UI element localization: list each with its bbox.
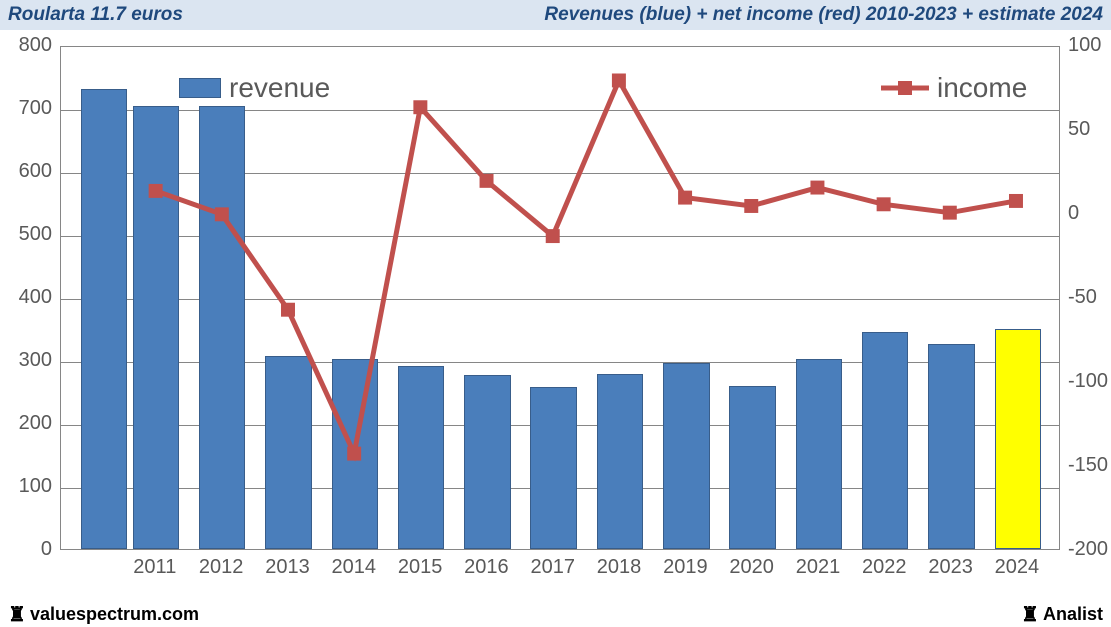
chart-header: Roularta 11.7 euros Revenues (blue) + ne… — [0, 0, 1111, 30]
income-line — [61, 47, 1059, 549]
footer-left: ♜ valuespectrum.com — [8, 604, 199, 625]
legend-income-swatch — [881, 79, 929, 97]
x-tick-label: 2023 — [928, 556, 973, 579]
y-right-tick-label: 50 — [1068, 118, 1090, 141]
legend-income-label: income — [937, 72, 1027, 104]
y-left-tick-label: 400 — [0, 286, 52, 309]
rook-icon: ♜ — [8, 605, 26, 625]
y-left-tick-label: 200 — [0, 412, 52, 435]
legend-revenue-swatch — [179, 78, 221, 98]
x-tick-label: 2024 — [995, 556, 1040, 579]
x-tick-label: 2013 — [265, 556, 310, 579]
legend-revenue: revenue — [179, 72, 330, 104]
footer-right: ♜ Analist — [1021, 604, 1103, 625]
rook-icon: ♜ — [1021, 605, 1039, 625]
x-tick-label: 2021 — [796, 556, 841, 579]
x-tick-label: 2019 — [663, 556, 708, 579]
y-left-tick-label: 800 — [0, 34, 52, 57]
y-right-tick-label: 100 — [1068, 34, 1101, 57]
y-left-tick-label: 700 — [0, 97, 52, 120]
x-tick-label: 2011 — [133, 556, 176, 579]
legend-income: income — [881, 72, 1027, 104]
y-left-tick-label: 600 — [0, 160, 52, 183]
chart-area: revenueincome 0100200300400500600700800-… — [0, 30, 1111, 604]
y-left-tick-label: 500 — [0, 223, 52, 246]
y-right-tick-label: -100 — [1068, 370, 1108, 393]
y-left-tick-label: 100 — [0, 475, 52, 498]
x-tick-label: 2014 — [332, 556, 377, 579]
y-right-tick-label: -50 — [1068, 286, 1097, 309]
x-tick-label: 2015 — [398, 556, 443, 579]
footer-right-text: Analist — [1043, 604, 1103, 625]
x-tick-label: 2012 — [199, 556, 244, 579]
plot-region: revenue income — [60, 46, 1060, 550]
footer-left-text: valuespectrum.com — [30, 604, 199, 625]
legend-revenue-label: revenue — [229, 72, 330, 104]
header-left: Roularta 11.7 euros — [8, 4, 183, 26]
chart-footer: ♜ valuespectrum.com ♜ Analist — [0, 602, 1111, 627]
y-left-tick-label: 0 — [0, 538, 52, 561]
x-tick-label: 2022 — [862, 556, 907, 579]
x-tick-label: 2018 — [597, 556, 642, 579]
y-right-tick-label: 0 — [1068, 202, 1079, 225]
x-tick-label: 2016 — [464, 556, 509, 579]
y-left-tick-label: 300 — [0, 349, 52, 372]
x-tick-label: 2020 — [729, 556, 774, 579]
x-tick-label: 2017 — [530, 556, 575, 579]
y-right-tick-label: -150 — [1068, 454, 1108, 477]
header-right: Revenues (blue) + net income (red) 2010-… — [544, 4, 1103, 26]
y-right-tick-label: -200 — [1068, 538, 1108, 561]
